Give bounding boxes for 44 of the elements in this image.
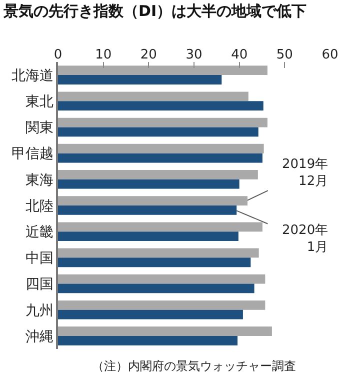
bar: [58, 326, 272, 336]
bar: [58, 300, 266, 310]
bar: [58, 118, 268, 128]
chart-title: 景気の先行き指数（DI）は大半の地域で低下: [2, 2, 307, 20]
bar: [58, 144, 264, 154]
bar: [58, 153, 262, 163]
x-tick-label: 0: [54, 47, 62, 62]
bar: [58, 232, 238, 241]
y-tick-label: 四国: [25, 276, 54, 293]
x-tick-label: 30: [186, 47, 202, 62]
series-label: 2019年 12月: [282, 157, 328, 189]
bar: [58, 336, 238, 346]
bar: [58, 196, 248, 206]
bar: [58, 258, 251, 268]
x-tick-label: 50: [276, 47, 293, 62]
bar: [58, 284, 254, 294]
bar: [58, 179, 240, 189]
bar: [58, 75, 222, 84]
y-tick-label: 近畿: [25, 224, 54, 240]
y-tick-label: 北海道: [11, 68, 54, 84]
x-tick-label: 60: [322, 47, 338, 62]
bar: [58, 66, 268, 76]
y-tick-label: 沖縄: [25, 328, 54, 345]
x-tick-label: 10: [95, 47, 112, 62]
y-tick-label: 東海: [25, 172, 54, 188]
text: （注）内閣府の景気ウォッチャー調査: [92, 359, 296, 373]
text: 2020年 1月: [282, 223, 328, 255]
bar: [58, 248, 259, 258]
x-tick-label: 20: [140, 47, 157, 62]
bar: [58, 127, 258, 137]
y-tick-label: 北陸: [25, 198, 54, 214]
bar: [58, 222, 262, 232]
bar: [58, 170, 258, 180]
bar: [58, 274, 266, 284]
bar: [58, 206, 237, 215]
y-tick-label: 中国: [25, 250, 54, 267]
bar: [58, 101, 264, 111]
bar: [58, 92, 248, 102]
x-tick-label: 40: [231, 47, 248, 62]
y-tick-label: 九州: [25, 302, 54, 319]
y-tick-label: 甲信越: [11, 146, 54, 162]
y-tick-label: 関東: [25, 120, 54, 136]
bar: [58, 310, 243, 320]
y-tick-label: 東北: [25, 94, 54, 110]
